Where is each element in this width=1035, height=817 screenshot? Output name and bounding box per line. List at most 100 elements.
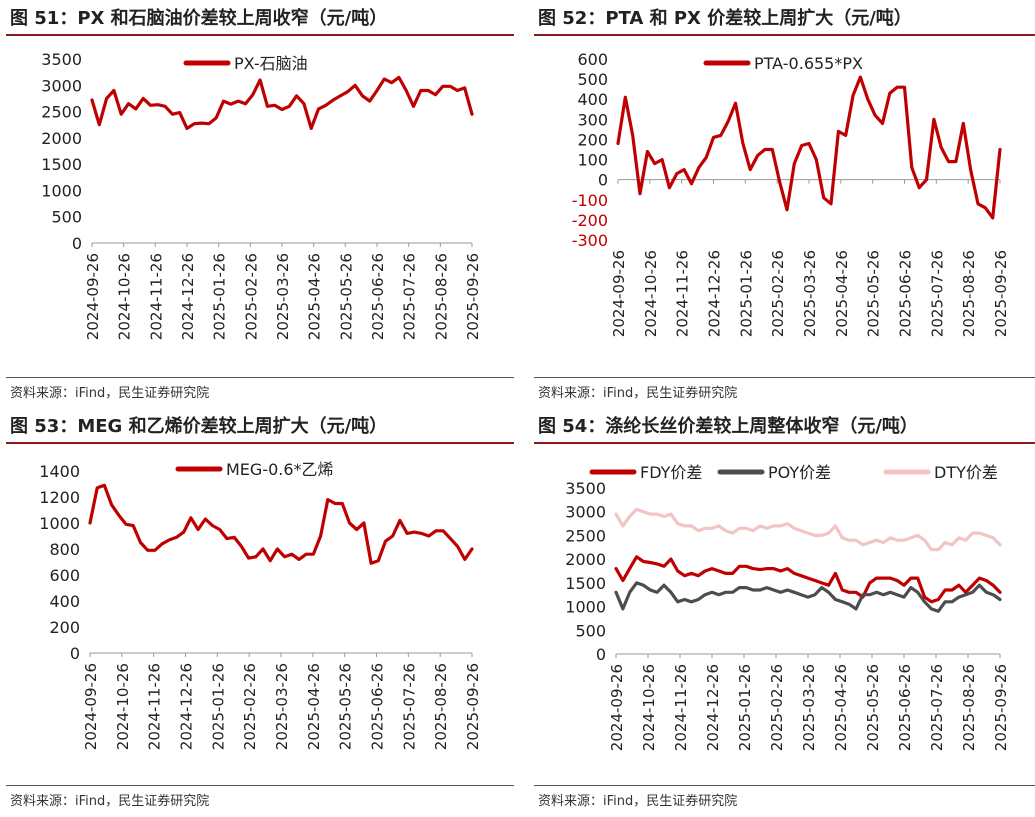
title-rule [534, 442, 1035, 444]
x-tick-label: 2024-11-26 [674, 250, 692, 337]
legend-label: MEG-0.6*乙烯 [226, 460, 334, 479]
series-line [90, 75, 474, 131]
x-tick-label: 2025-04-26 [305, 663, 323, 750]
x-tick-label: 2025-07-26 [928, 664, 946, 751]
chart-px-naphtha: 0 500 1000 1500 2000 2500 3000 3500 2024-09-26 20… [41, 50, 482, 340]
y-tick-label: 1000 [39, 514, 80, 533]
x-tick-label: 2025-02-26 [241, 663, 259, 750]
y-tick-label: 800 [49, 540, 80, 559]
y-tick-label: 500 [51, 208, 82, 227]
x-tick-label: 2025-08-26 [432, 663, 450, 750]
x-tick-label: 2025-04-26 [833, 250, 851, 337]
y-tick-label: 2500 [41, 103, 82, 122]
y-tick-label: 500 [575, 621, 606, 640]
x-tick-label: 2025-04-26 [832, 664, 850, 751]
x-tick-label: 2025-07-26 [400, 663, 418, 750]
title-rule [6, 34, 514, 36]
y-tick-label: 0 [596, 645, 606, 664]
source-rule [6, 377, 514, 378]
x-tick-label: 2025-09-26 [464, 253, 482, 340]
series-line [614, 555, 1002, 604]
legend-label: DTY价差 [934, 463, 998, 482]
chart-source: 资料来源：iFind，民生证券研究院 [538, 794, 738, 809]
x-tick-label: 2025-06-26 [369, 253, 387, 340]
chart-title: 图 54：涤纶长丝价差较上周整体收窄（元/吨） [538, 416, 918, 437]
x-tick-label: 2025-06-26 [896, 664, 914, 751]
y-tick-label: 0 [72, 234, 82, 253]
x-tick-label: 2025-02-26 [242, 253, 260, 340]
x-tick-label: 2025-02-26 [768, 664, 786, 751]
chart-source: 资料来源：iFind，民生证券研究院 [538, 386, 738, 401]
x-tick-label: 2024-12-26 [704, 664, 722, 751]
x-tick-label: 2024-10-26 [640, 664, 658, 751]
x-tick-label: 2025-01-26 [209, 663, 227, 750]
x-tick-label: 2025-01-26 [736, 664, 754, 751]
x-tick-label: 2024-10-26 [642, 250, 660, 337]
x-tick-label: 2025-05-26 [337, 663, 355, 750]
chart-source: 资料来源：iFind，民生证券研究院 [10, 794, 210, 809]
x-tick-label: 2025-01-26 [737, 250, 755, 337]
y-tick-label: 1500 [565, 574, 606, 593]
legend-label: POY价差 [768, 463, 831, 482]
source-rule [534, 377, 1035, 378]
x-tick-label: 2024-11-26 [147, 253, 165, 340]
chart-title: 图 51：PX 和石脑油价差较上周收窄（元/吨） [10, 8, 388, 29]
y-tick-label: 2000 [565, 550, 606, 569]
x-tick-label: 2025-03-26 [274, 253, 292, 340]
y-tick-label: 3500 [41, 50, 82, 69]
legend-label: PTA-0.655*PX [754, 54, 863, 73]
series-line [614, 507, 1002, 552]
y-tick-label: 1400 [39, 462, 80, 481]
y-tick-label: 200 [577, 130, 608, 149]
y-tick-label: 3500 [565, 479, 606, 498]
y-tick-label: 2000 [41, 129, 82, 148]
x-tick-label: 2025-05-26 [337, 253, 355, 340]
chart-panel-52: 图 52：PTA 和 PX 价差较上周扩大（元/吨） -300 -200 -100 0… [534, 5, 1035, 409]
x-tick-label: 2025-07-26 [401, 253, 419, 340]
y-tick-label: -100 [572, 191, 608, 210]
x-tick-label: 2024-09-26 [608, 664, 626, 751]
y-tick-label: 400 [49, 592, 80, 611]
chart-panel-54: 图 54：涤纶长丝价差较上周整体收窄（元/吨） 0 500 1000 1500 2000… [534, 413, 1035, 817]
series-line [88, 483, 474, 565]
y-tick-label: 1000 [41, 181, 82, 200]
legend-label: PX-石脑油 [234, 54, 308, 73]
x-tick-label: 2024-10-26 [114, 663, 132, 750]
series-line [616, 75, 1002, 220]
x-tick-label: 2024-11-26 [672, 664, 690, 751]
x-tick-label: 2024-10-26 [116, 253, 134, 340]
chart-source: 资料来源：iFind，民生证券研究院 [10, 386, 210, 401]
chart-polyester-filament: 0 500 1000 1500 2000 2500 3000 3500 2024-09-26 20… [565, 463, 1010, 751]
y-tick-label: 1200 [39, 488, 80, 507]
x-tick-label: 2025-09-26 [992, 250, 1010, 337]
x-tick-label: 2024-12-26 [706, 250, 724, 337]
y-tick-label: 500 [577, 70, 608, 89]
x-tick-label: 2024-11-26 [146, 663, 164, 750]
x-tick-label: 2025-05-26 [865, 250, 883, 337]
y-tick-label: 600 [49, 566, 80, 585]
chart-panel-53: 图 53：MEG 和乙烯价差较上周扩大（元/吨） 0 200 400 600 800 10… [6, 413, 514, 817]
title-rule [6, 442, 514, 444]
y-tick-label: 1000 [565, 598, 606, 617]
y-tick-label: -200 [572, 211, 608, 230]
chart-title: 图 52：PTA 和 PX 价差较上周扩大（元/吨） [538, 8, 912, 29]
x-tick-label: 2025-09-26 [464, 663, 482, 750]
y-tick-label: 100 [577, 151, 608, 170]
y-tick-label: 400 [577, 90, 608, 109]
x-tick-label: 2025-07-26 [928, 250, 946, 337]
series-line [614, 581, 1002, 613]
title-rule [534, 34, 1035, 36]
y-tick-label: 3000 [41, 76, 82, 95]
y-tick-label: 3000 [565, 503, 606, 522]
x-tick-label: 2025-08-26 [960, 250, 978, 337]
x-tick-label: 2025-04-26 [306, 253, 324, 340]
x-tick-label: 2025-08-26 [432, 253, 450, 340]
x-tick-label: 2024-12-26 [178, 663, 196, 750]
y-tick-label: 600 [577, 50, 608, 69]
x-tick-label: 2025-06-26 [369, 663, 387, 750]
x-tick-label: 2025-09-26 [992, 664, 1010, 751]
x-tick-label: 2024-09-26 [84, 253, 102, 340]
x-tick-label: 2025-06-26 [897, 250, 915, 337]
x-tick-label: 2025-03-26 [800, 664, 818, 751]
